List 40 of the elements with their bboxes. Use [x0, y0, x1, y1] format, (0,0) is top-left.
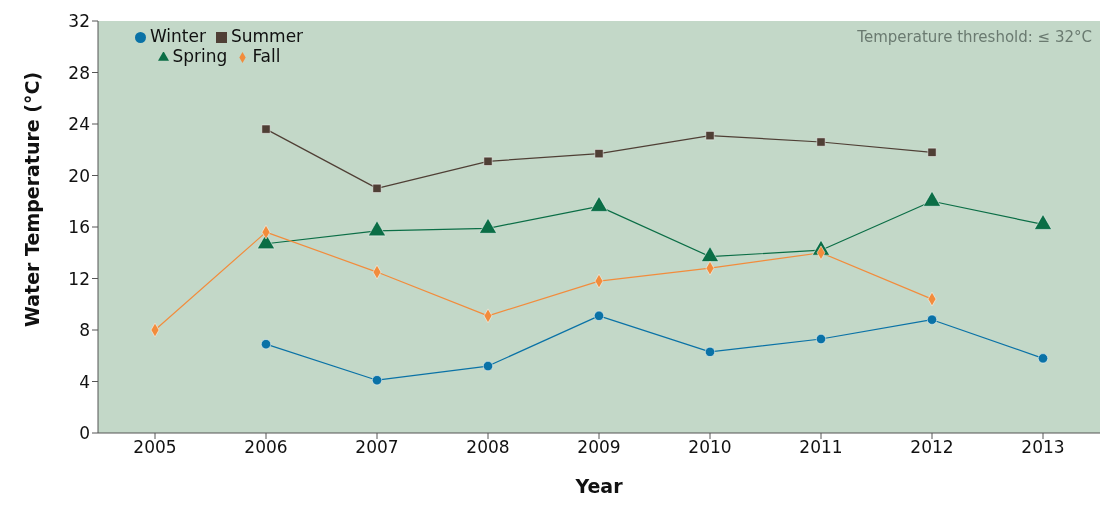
x-tick-label: 2009: [577, 437, 621, 458]
y-tick-label: 12: [68, 268, 90, 289]
y-tick-label: 24: [68, 114, 90, 135]
point: [372, 375, 382, 386]
x-tick-label: 2011: [799, 437, 843, 458]
y-tick-label: 8: [79, 320, 90, 341]
y-tick-label: 32: [68, 11, 90, 32]
point: [261, 124, 271, 134]
x-tick-label: 2008: [466, 437, 510, 458]
y-tick-label: 16: [68, 217, 90, 238]
x-tick-label: 2006: [244, 437, 288, 458]
y-axis-title: Water Temperature (°C): [20, 71, 43, 327]
point: [927, 314, 937, 325]
y-tick-label: 4: [79, 371, 90, 392]
x-tick-label: 2005: [133, 437, 177, 458]
legend-label: Spring: [172, 46, 228, 66]
point: [372, 183, 382, 193]
point: [594, 310, 604, 321]
point: [705, 346, 715, 357]
annotation: Temperature threshold: ≤ 32°C: [857, 28, 1092, 46]
y-tick-label: 28: [68, 62, 90, 83]
point: [594, 149, 604, 159]
x-axis-title: Year: [574, 475, 624, 497]
point: [483, 156, 493, 166]
x-tick-label: 2007: [355, 437, 399, 458]
point: [705, 131, 715, 141]
y-tick-label: 20: [68, 165, 90, 186]
point: [1038, 353, 1048, 364]
point: [483, 361, 493, 372]
point: [816, 334, 826, 344]
x-tick-label: 2013: [1021, 437, 1065, 458]
x-tick-label: 2012: [910, 437, 954, 458]
point: [816, 137, 826, 147]
legend-label: Fall: [252, 46, 281, 66]
point: [927, 147, 937, 157]
legend-label: Summer: [230, 26, 304, 46]
x-tick-label: 2010: [688, 437, 732, 458]
legend-label: Winter: [149, 26, 206, 46]
point: [261, 339, 271, 350]
y-tick-label: 0: [79, 423, 90, 444]
